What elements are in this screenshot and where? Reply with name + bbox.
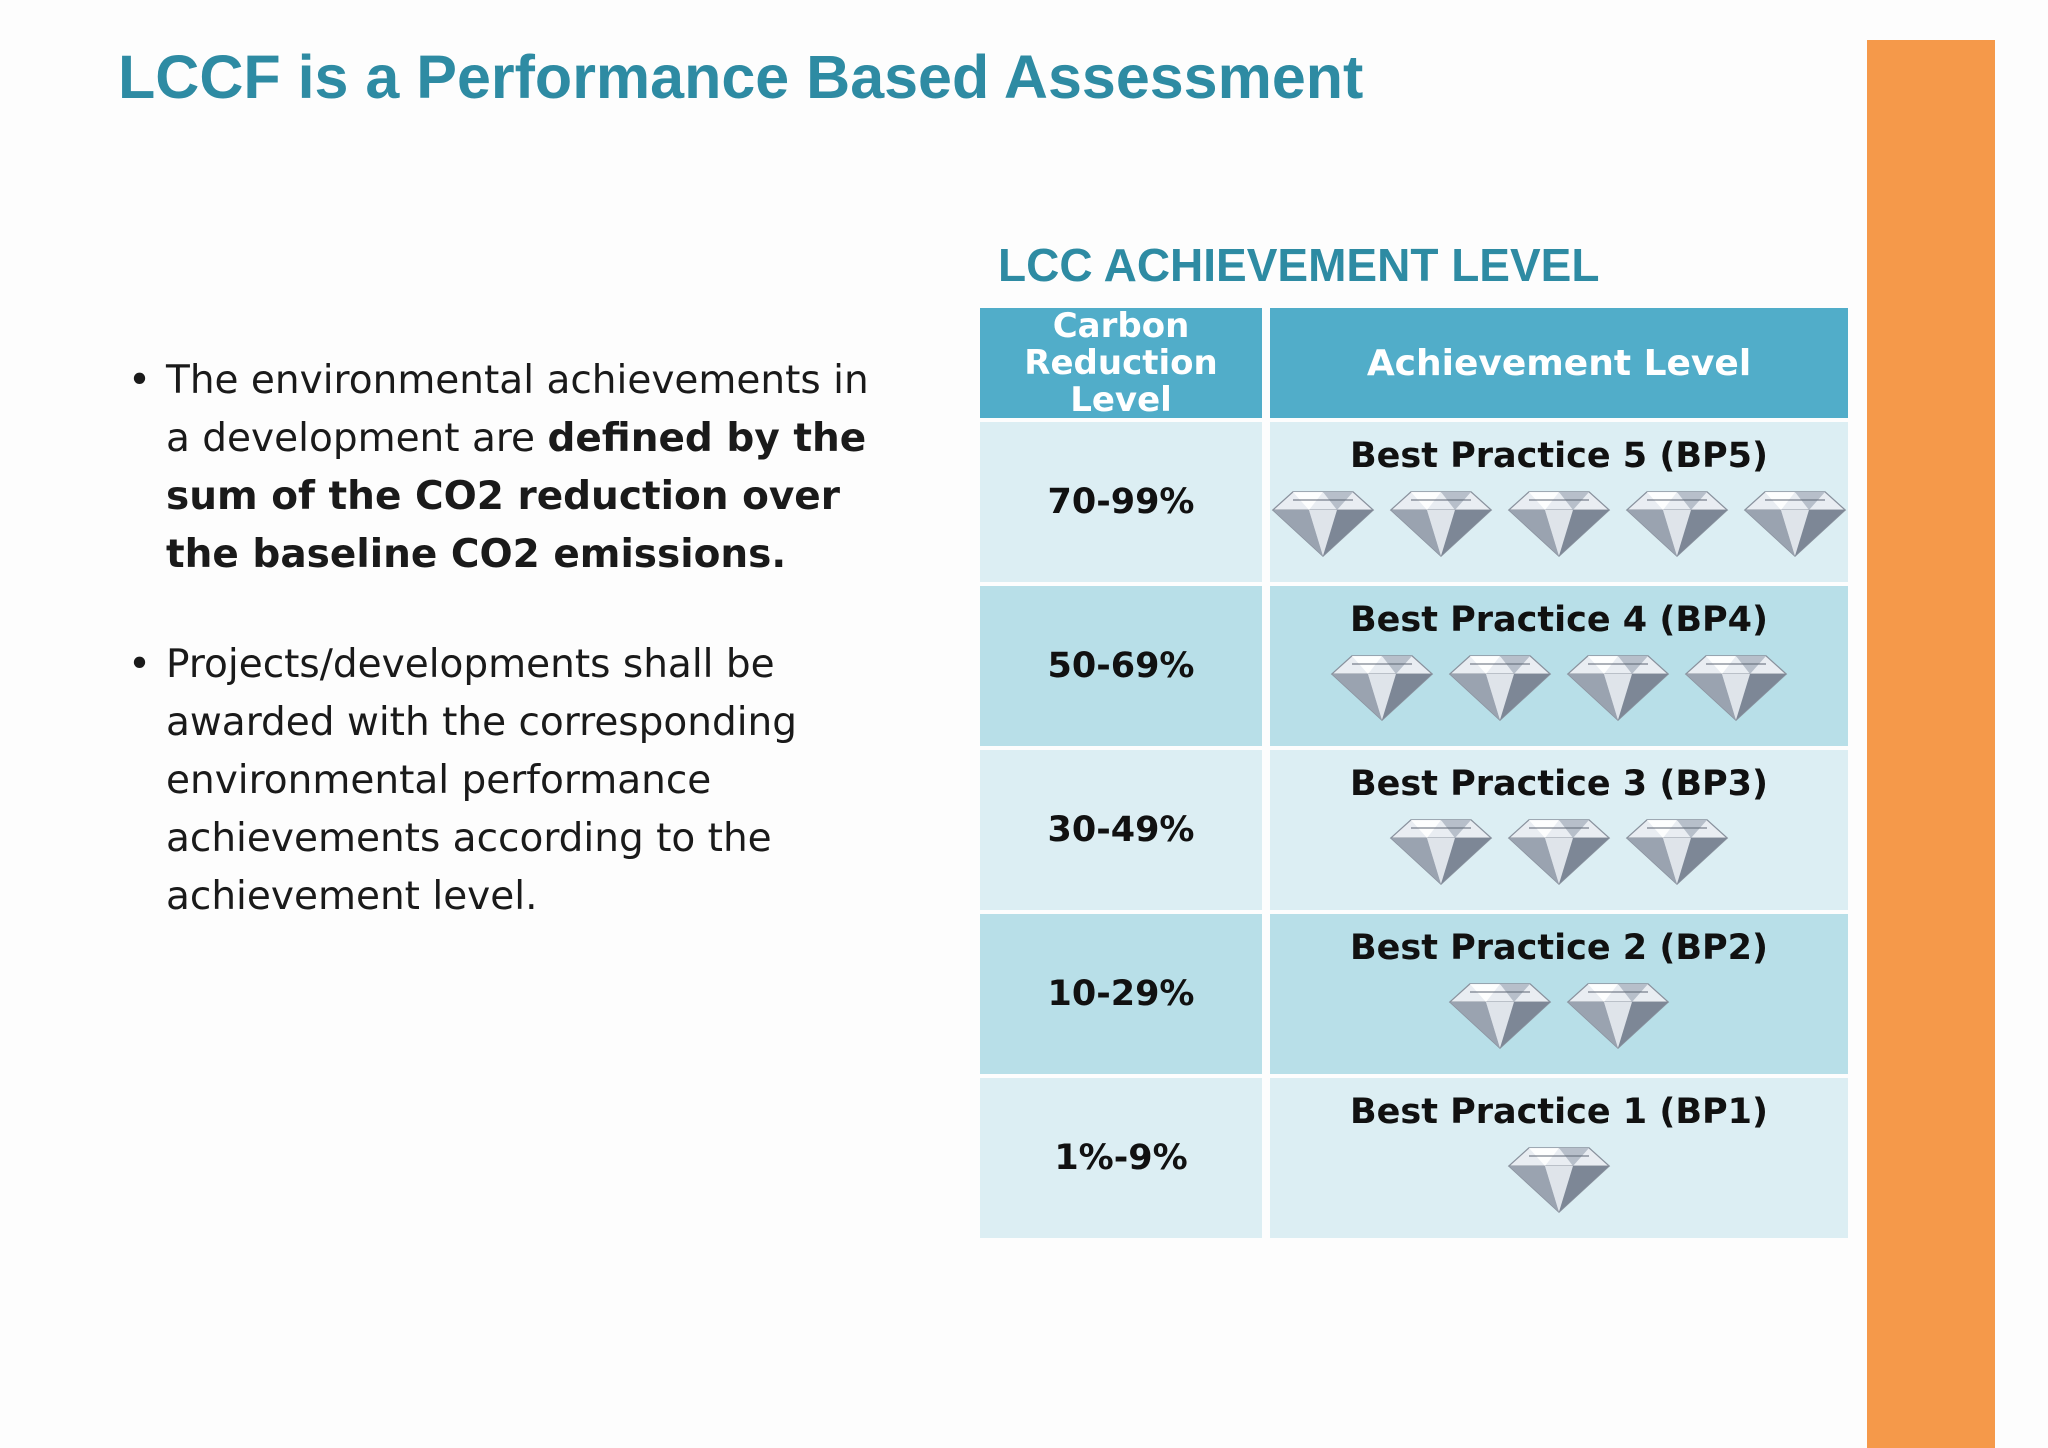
diamond-icon (1389, 491, 1493, 558)
achievement-label: Best Practice 3 (BP3) (1349, 764, 1769, 804)
achievement-label: Best Practice 2 (BP2) (1349, 928, 1769, 968)
table-cell-achievement: Best Practice 2 (BP2) (1270, 914, 1848, 1074)
diamond-icon (1507, 819, 1611, 886)
table-cell-achievement: Best Practice 3 (BP3) (1270, 750, 1848, 910)
achievement-table: Carbon Reduction Level Achievement Level… (980, 307, 1848, 1238)
diamond-icon (1507, 491, 1611, 558)
table-cell-range: 1%-9% (980, 1078, 1262, 1238)
bullet-dot: • (128, 358, 152, 403)
column-header-achievement-level: Achievement Level (1270, 308, 1848, 418)
diamond-icon (1625, 819, 1729, 886)
table-cell-range: 50-69% (980, 586, 1262, 746)
diamond-rating (1446, 978, 1672, 1050)
diamond-icon (1271, 491, 1375, 558)
diamond-rating (1328, 650, 1790, 722)
diamond-rating (1269, 486, 1849, 558)
table-cell-range: 30-49% (980, 750, 1262, 910)
bullet-list: • The environmental achievements in a de… (128, 352, 888, 978)
diamond-icon (1743, 491, 1847, 558)
table-cell-achievement: Best Practice 1 (BP1) (1270, 1078, 1848, 1238)
achievement-label: Best Practice 5 (BP5) (1349, 436, 1769, 476)
bullet-item: • The environmental achievements in a de… (128, 352, 888, 584)
table-heading: LCC ACHIEVEMENT LEVEL (998, 239, 1600, 291)
diamond-icon (1330, 655, 1434, 722)
bullet-item: • Projects/developments shall be awarded… (128, 636, 888, 926)
slide-title: LCCF is a Performance Based Assessment (118, 43, 1364, 111)
accent-bar (1867, 40, 1995, 1448)
column-header-carbon-reduction: Carbon Reduction Level (980, 307, 1262, 418)
bullet-text: The environmental achievements in a deve… (166, 358, 869, 461)
diamond-icon (1448, 983, 1552, 1050)
table-cell-range: 10-29% (980, 914, 1262, 1074)
diamond-icon (1684, 655, 1788, 722)
table-cell-range: 70-99% (980, 422, 1262, 582)
bullet-dot: • (128, 642, 152, 687)
diamond-icon (1448, 655, 1552, 722)
table-cell-achievement: Best Practice 4 (BP4) (1270, 586, 1848, 746)
diamond-icon (1389, 819, 1493, 886)
diamond-rating (1387, 814, 1731, 886)
table-cell-achievement: Best Practice 5 (BP5) (1270, 422, 1848, 582)
diamond-icon (1566, 655, 1670, 722)
bullet-text: Projects/developments shall be awarded w… (166, 642, 798, 919)
diamond-icon (1625, 491, 1729, 558)
diamond-icon (1507, 1147, 1611, 1214)
diamond-rating (1505, 1142, 1613, 1214)
achievement-label: Best Practice 4 (BP4) (1349, 600, 1769, 640)
diamond-icon (1566, 983, 1670, 1050)
bullet-text-bold: defined by the sum of the CO2 reduction … (166, 416, 867, 577)
achievement-label: Best Practice 1 (BP1) (1349, 1092, 1769, 1132)
